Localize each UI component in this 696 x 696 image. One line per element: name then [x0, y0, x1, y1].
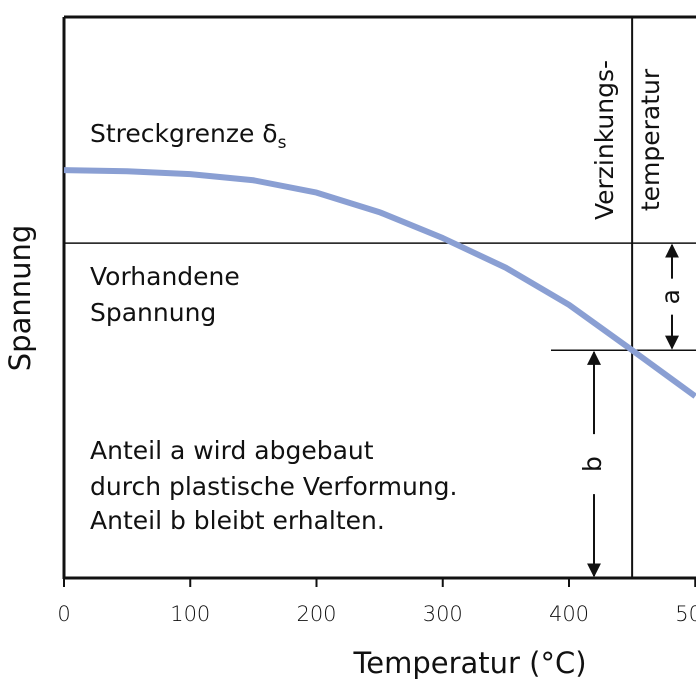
- existing-label: Spannung: [90, 298, 216, 327]
- temp-label: Verzinkungs-: [590, 60, 619, 220]
- part-a-label: a: [656, 289, 685, 304]
- note: Anteil b bleibt erhalten.: [90, 506, 385, 535]
- x-tick-label: 100: [170, 602, 210, 626]
- x-axis-title: Temperatur (°C): [352, 646, 586, 680]
- y-axis-title: Spannung: [3, 225, 37, 372]
- x-tick-label: 400: [549, 602, 589, 626]
- existing-label: Vorhandene: [90, 262, 240, 291]
- temp-label: temperatur: [636, 68, 665, 211]
- x-tick-label: 500: [675, 602, 696, 626]
- yield-curve: [63, 167, 696, 399]
- note: durch plastische Verformung.: [90, 472, 457, 501]
- x-tick-label: 300: [423, 602, 463, 626]
- yield-label: Streckgrenze δs: [90, 119, 287, 153]
- part-b-label: b: [578, 456, 607, 472]
- x-tick-label: 0: [57, 602, 70, 626]
- note: Anteil a wird abgebaut: [90, 436, 374, 465]
- x-tick-label: 200: [296, 602, 336, 626]
